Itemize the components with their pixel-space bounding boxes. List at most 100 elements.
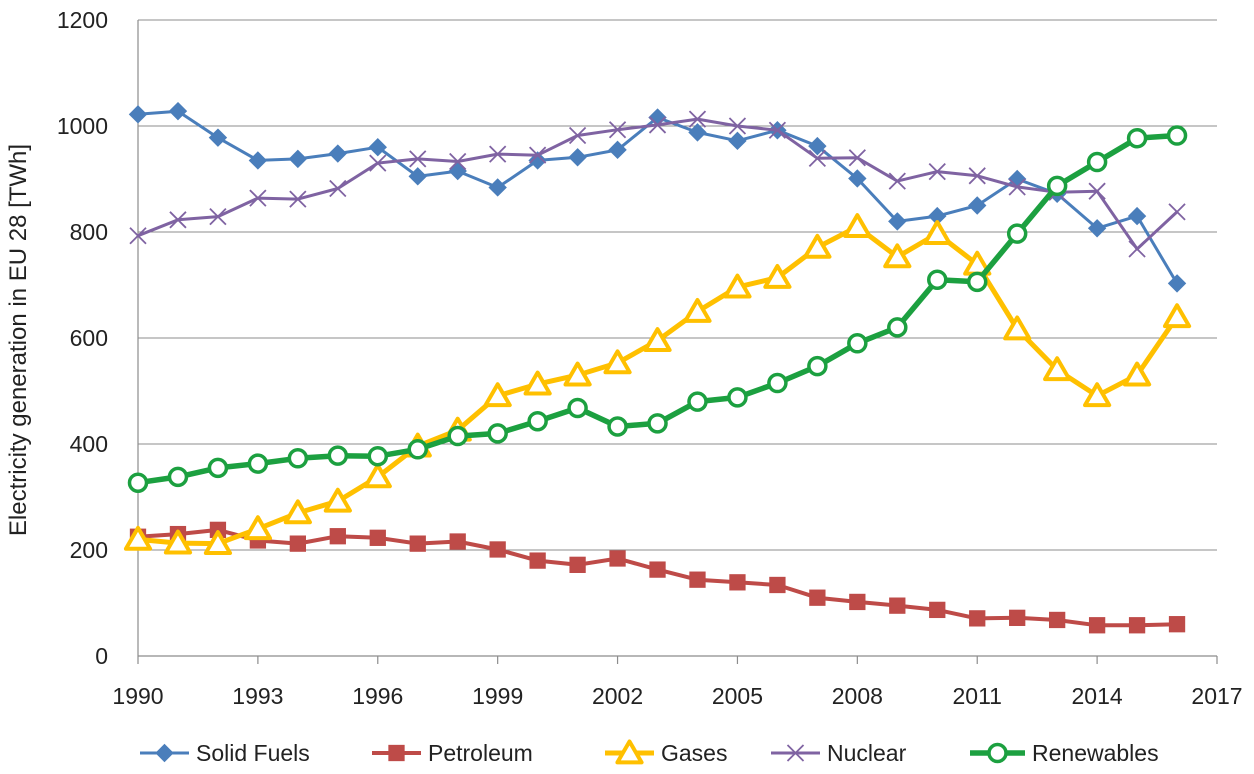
x-marker-stroke xyxy=(1008,178,1026,196)
y-axis-title: Electricity generation in EU 28 [TWh] xyxy=(5,144,32,536)
data-point xyxy=(648,116,667,134)
legend-label: Petroleum xyxy=(428,740,533,766)
x-marker-stroke xyxy=(209,207,227,226)
data-point xyxy=(1168,203,1186,221)
data-point xyxy=(688,123,707,142)
legend-label: Nuclear xyxy=(827,740,907,766)
data-point xyxy=(888,212,907,231)
data-point xyxy=(528,146,547,164)
data-point xyxy=(329,528,346,545)
data-point xyxy=(208,128,228,147)
data-point xyxy=(243,515,272,541)
data-point xyxy=(523,370,552,396)
data-point xyxy=(923,220,952,245)
data-point xyxy=(966,271,988,293)
series-solid-fuels xyxy=(128,101,1187,293)
data-point xyxy=(363,463,392,489)
data-point xyxy=(607,416,628,437)
data-point xyxy=(369,154,387,172)
x-tick-label: 1999 xyxy=(472,683,523,709)
legend-item-gases: Gases xyxy=(605,739,727,766)
x-marker-stroke xyxy=(928,162,946,181)
legend-item-renewables: Renewables xyxy=(970,740,1159,766)
x-tick-label: 1993 xyxy=(232,683,283,709)
x-marker-stroke xyxy=(848,149,866,167)
x-marker-stroke xyxy=(1088,182,1106,200)
x-marker-stroke xyxy=(369,154,387,172)
data-point xyxy=(889,597,906,614)
data-point xyxy=(283,499,312,525)
data-point xyxy=(249,189,267,207)
data-point xyxy=(887,317,908,338)
data-point xyxy=(647,413,668,434)
series-nuclear xyxy=(129,110,1186,258)
y-tick-label: 800 xyxy=(70,219,108,245)
legend-marker xyxy=(388,744,405,762)
data-point xyxy=(768,121,787,139)
data-point xyxy=(928,162,946,181)
x-marker-stroke xyxy=(808,149,827,167)
data-point xyxy=(128,105,148,124)
data-point xyxy=(807,355,828,377)
x-tick-label: 1990 xyxy=(112,683,163,709)
data-point xyxy=(328,144,348,163)
data-point xyxy=(563,361,592,387)
x-marker-stroke xyxy=(786,744,805,762)
x-marker-stroke xyxy=(329,179,347,198)
data-point xyxy=(1126,127,1148,149)
data-point xyxy=(487,423,508,444)
data-point xyxy=(527,410,548,432)
data-point xyxy=(727,387,748,408)
legend-item-nuclear: Nuclear xyxy=(771,740,907,766)
data-point xyxy=(288,149,308,169)
data-point xyxy=(163,529,193,555)
data-point xyxy=(569,556,586,573)
data-point xyxy=(809,589,826,606)
data-point xyxy=(763,264,792,289)
x-marker-stroke xyxy=(728,117,747,135)
x-marker-stroke xyxy=(289,190,307,208)
data-point xyxy=(483,382,512,408)
x-marker-stroke xyxy=(888,172,906,190)
data-point xyxy=(723,273,752,299)
data-point xyxy=(1048,611,1066,629)
x-tick-label: 2002 xyxy=(592,683,643,709)
legend-marker xyxy=(786,744,805,762)
data-point xyxy=(1128,240,1146,258)
data-point xyxy=(449,533,466,550)
series-renewables xyxy=(127,125,1188,493)
data-point xyxy=(168,101,188,121)
data-point xyxy=(1046,175,1068,197)
data-point xyxy=(289,190,307,208)
data-point xyxy=(409,535,426,552)
data-point xyxy=(449,152,467,171)
x-marker-stroke xyxy=(1128,240,1146,258)
y-tick-label: 400 xyxy=(70,431,108,457)
data-point xyxy=(968,196,987,215)
gridlines xyxy=(138,19,1217,551)
data-point xyxy=(488,178,507,197)
x-marker-stroke xyxy=(528,146,547,164)
x-marker-stroke xyxy=(768,121,787,139)
data-point xyxy=(1167,274,1187,293)
data-point xyxy=(369,529,386,546)
data-point xyxy=(927,269,948,290)
x-marker-stroke xyxy=(409,150,427,168)
x-marker-stroke xyxy=(688,110,707,128)
data-point xyxy=(409,150,427,168)
x-tick-label: 2017 xyxy=(1191,683,1242,709)
data-point xyxy=(1006,223,1028,244)
x-marker-stroke xyxy=(169,211,187,229)
data-point xyxy=(848,149,866,167)
y-tick-label: 1200 xyxy=(57,7,108,33)
data-point xyxy=(803,233,832,259)
data-point xyxy=(329,179,347,198)
x-marker-stroke xyxy=(129,227,147,245)
y-tick-label: 1000 xyxy=(57,113,108,139)
data-point xyxy=(847,333,868,354)
y-tick-label: 600 xyxy=(70,325,108,351)
x-marker-stroke xyxy=(1168,203,1186,221)
data-point xyxy=(127,472,149,493)
